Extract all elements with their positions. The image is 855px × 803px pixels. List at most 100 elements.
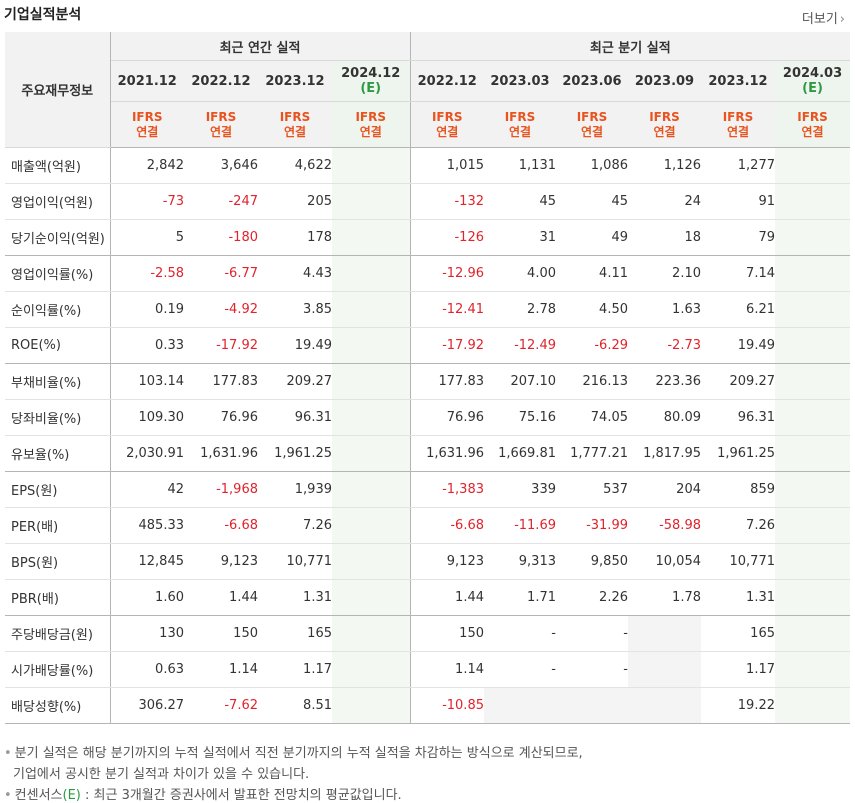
table-cell: 0.33 [110, 327, 184, 364]
note-line-2: 기업에서 공시한 분기 실적과 차이가 있을 수 있습니다. [13, 767, 310, 782]
ifrs-basis-header: IFRS 연결 [258, 101, 332, 148]
consolidated-label: 연결 [136, 124, 159, 139]
ifrs-label: IFRS [205, 109, 237, 124]
row-label: 당좌비율(%) [5, 399, 111, 436]
table-cell: 859 [701, 471, 775, 508]
table-cell: 537 [556, 471, 628, 508]
table-row: 매출액(억원) 2,842 3,646 4,622 1,015 1,131 1,086 1,1… [5, 147, 851, 184]
table-cell: 1.14 [184, 651, 258, 688]
period-header: 2024.12 (E) [332, 60, 411, 102]
consolidated-label: 연결 [801, 124, 824, 139]
table-cell: 1,277 [701, 147, 775, 184]
table-cell: 4.11 [556, 255, 628, 292]
table-cell: -7.62 [184, 687, 258, 724]
ifrs-basis-header: IFRS 연결 [775, 101, 851, 148]
period-header: 2022.12 [410, 60, 484, 102]
table-cell: -1,968 [184, 471, 258, 508]
period-label: 2023.12 [265, 73, 325, 89]
table-cell: 19.49 [258, 327, 332, 364]
table-cell [484, 687, 556, 724]
table-cell: 1.14 [410, 651, 484, 688]
table-cell: 9,123 [410, 543, 484, 580]
row-label: 유보율(%) [5, 435, 111, 472]
row-label: EPS(원) [5, 471, 111, 508]
ifrs-basis-header: IFRS 연결 [332, 101, 411, 148]
table-cell: 216.13 [556, 363, 628, 400]
table-cell: 19.49 [701, 327, 775, 364]
table-cell: -1,383 [410, 471, 484, 508]
ifrs-basis-header: IFRS 연결 [701, 101, 775, 148]
table-cell: 9,850 [556, 543, 628, 580]
row-label: PBR(배) [5, 579, 111, 616]
table-cell [775, 399, 851, 436]
table-cell [775, 363, 851, 400]
table-row: EPS(원) 42 -1,968 1,939 -1,383 339 537 204 859 [5, 471, 851, 508]
ifrs-basis-header: IFRS 연결 [410, 101, 484, 148]
table-row: 시가배당률(%) 0.63 1.14 1.17 1.14- -1.17 [5, 651, 851, 688]
table-cell: 4.00 [484, 255, 556, 292]
table-cell [775, 255, 851, 292]
table-cell: -126 [410, 219, 484, 256]
table-cell: 1.71 [484, 579, 556, 616]
more-link[interactable]: 더보기 › [802, 8, 845, 27]
consolidated-label: 연결 [359, 124, 382, 139]
ifrs-label: IFRS [279, 109, 311, 124]
table-cell: 9,313 [484, 543, 556, 580]
table-cell: 1,961.25 [701, 435, 775, 472]
ifrs-label: IFRS [504, 109, 536, 124]
table-cell: 165 [701, 615, 775, 652]
table-cell: 5 [110, 219, 184, 256]
table-row: 부채비율(%) 103.14 177.83 209.27 177.83 207.10 216… [5, 363, 851, 400]
ifrs-label: IFRS [431, 109, 463, 124]
table-cell [332, 219, 411, 256]
ifrs-label: IFRS [131, 109, 163, 124]
table-cell: 76.96 [184, 399, 258, 436]
table-cell: 1.17 [701, 651, 775, 688]
table-cell: 18 [628, 219, 701, 256]
table-cell: 96.31 [258, 399, 332, 436]
table-cell [775, 687, 851, 724]
period-label: 2022.12 [191, 73, 251, 89]
table-cell [775, 327, 851, 364]
table-cell: 103.14 [110, 363, 184, 400]
row-label: 시가배당률(%) [5, 651, 111, 688]
ifrs-label: IFRS [722, 109, 754, 124]
table-row: BPS(원) 12,845 9,123 10,771 9,123 9,313 9,850 10… [5, 543, 851, 580]
period-header: 2021.12 [110, 60, 184, 102]
table-cell: -11.69 [484, 507, 556, 544]
table-cell: 0.63 [110, 651, 184, 688]
table-cell: 178 [258, 219, 332, 256]
table-cell: 1,817.95 [628, 435, 701, 472]
estimate-mark: (E) [360, 81, 382, 96]
table-cell: 1.44 [410, 579, 484, 616]
table-cell: 4.43 [258, 255, 332, 292]
period-label: 2023.12 [708, 73, 768, 89]
table-cell: 7.26 [258, 507, 332, 544]
table-cell: 1,939 [258, 471, 332, 508]
table-row: 유보율(%) 2,030.91 1,631.96 1,961.25 1,631.96 1,… [5, 435, 851, 472]
table-cell: -2.58 [110, 255, 184, 292]
ifrs-label: IFRS [576, 109, 608, 124]
row-label: 순이익률(%) [5, 291, 111, 328]
table-cell: 4.50 [556, 291, 628, 328]
table-cell: 1,015 [410, 147, 484, 184]
consolidated-label: 연결 [283, 124, 307, 139]
table-cell: 1,126 [628, 147, 701, 184]
table-cell: -247 [184, 183, 258, 220]
chevron-right-icon: › [839, 12, 845, 27]
more-label: 더보기 [801, 12, 838, 27]
table-cell [332, 183, 411, 220]
table-cell [332, 687, 411, 724]
table-cell: -4.92 [184, 291, 258, 328]
table-cell: 3.85 [258, 291, 332, 328]
table-cell: -12.41 [410, 291, 484, 328]
table-cell: -6.77 [184, 255, 258, 292]
table-cell: 12,845 [110, 543, 184, 580]
table-cell: 177.83 [410, 363, 484, 400]
table-row: 영업이익(억원) -73 -247 205 -132 45 45 24 91 [5, 183, 851, 220]
table-cell: 1.63 [628, 291, 701, 328]
table-cell [775, 507, 851, 544]
table-cell: 1,777.21 [556, 435, 628, 472]
table-cell: 2.78 [484, 291, 556, 328]
table-cell [556, 687, 628, 724]
